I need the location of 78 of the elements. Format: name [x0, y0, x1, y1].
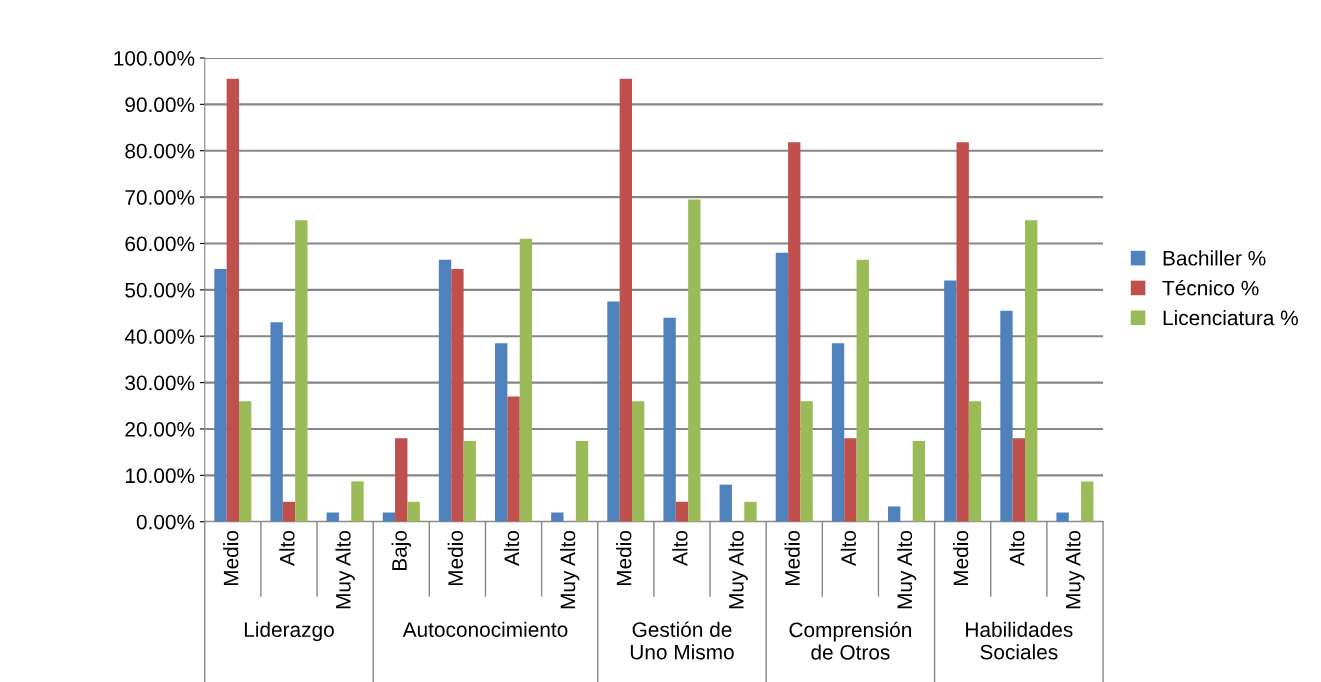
bar	[270, 322, 283, 522]
x-tick-label: Muy Alto	[559, 530, 580, 609]
bar	[775, 252, 789, 522]
bar	[1056, 512, 1069, 522]
x-tick-label: Medio	[952, 530, 969, 586]
x-tick-label: Medio	[223, 530, 239, 586]
x-tick-label: Muy Alto	[896, 530, 917, 609]
bar	[956, 142, 969, 522]
text: Comprensión de Otros	[789, 621, 911, 660]
legend-label: Licenciatura %	[1163, 309, 1298, 326]
bar	[788, 142, 801, 522]
bar	[214, 268, 227, 522]
bar	[856, 259, 869, 522]
x-tick-label: Muy Alto	[728, 530, 748, 609]
x-tick-label: Muy Alto	[1065, 530, 1085, 609]
bar	[575, 441, 589, 522]
x-tick-label: Alto	[1009, 530, 1025, 566]
x-tick-label: Alto	[279, 530, 295, 566]
bar	[632, 401, 645, 522]
text: Habilidades Sociales	[966, 621, 1073, 660]
text: Liderazgo	[244, 621, 334, 642]
bar	[675, 501, 689, 522]
y-tick-label: 60.00%	[125, 236, 195, 252]
x-tick-label: Bajo	[391, 530, 411, 571]
x-tick-label: Medio	[447, 530, 463, 586]
legend-label: Técnico %	[1162, 279, 1259, 296]
bar	[1012, 438, 1025, 522]
text: Gestión de Uno Mismo	[630, 621, 734, 660]
bar	[351, 481, 364, 522]
bar	[239, 401, 252, 522]
bar	[944, 280, 957, 522]
bar	[800, 401, 813, 522]
bar	[463, 441, 476, 522]
y-tick-label: 80.00%	[125, 143, 195, 159]
bar	[619, 78, 632, 522]
bar	[551, 512, 564, 522]
x-tick-label: Medio	[616, 530, 632, 586]
y-tick-label: 50.00%	[125, 282, 195, 298]
bar	[1081, 481, 1094, 522]
legend-label: Bachiller %	[1163, 250, 1266, 266]
y-tick-label: 20.00%	[125, 421, 195, 437]
bar	[912, 441, 926, 522]
bar	[507, 396, 520, 522]
bar	[663, 317, 676, 522]
x-tick-label: Medio	[784, 530, 800, 586]
y-tick-label: 100.00%	[114, 50, 195, 66]
bar	[831, 343, 845, 522]
bar	[844, 438, 857, 522]
bar	[744, 501, 757, 522]
bar	[1025, 220, 1038, 522]
bar	[719, 484, 732, 522]
bar	[495, 343, 508, 522]
bar	[382, 512, 396, 522]
x-tick-label: Alto	[840, 530, 856, 566]
bar	[519, 238, 533, 522]
y-tick-label: 30.00%	[125, 375, 195, 391]
bar	[451, 268, 464, 522]
bar	[295, 220, 308, 522]
bar	[688, 199, 701, 522]
bar	[888, 506, 901, 522]
bar	[226, 78, 239, 522]
bar	[407, 501, 420, 522]
bar	[1000, 310, 1013, 522]
x-tick-label: Muy Alto	[335, 530, 355, 609]
bar	[438, 259, 452, 522]
bar	[607, 301, 620, 522]
y-tick-label: 10.00%	[125, 468, 195, 484]
bar	[968, 401, 982, 522]
bar	[395, 438, 408, 522]
bar	[326, 512, 339, 522]
bar	[282, 501, 296, 522]
y-tick-label: 90.00%	[125, 97, 195, 113]
text: Autoconocimiento	[402, 621, 568, 638]
y-tick-label: 0.00%	[136, 514, 195, 530]
x-tick-label: Alto	[503, 530, 520, 566]
y-tick-label: 40.00%	[124, 329, 195, 344]
x-tick-label: Alto	[672, 530, 688, 566]
y-tick-label: 70.00%	[125, 190, 195, 205]
